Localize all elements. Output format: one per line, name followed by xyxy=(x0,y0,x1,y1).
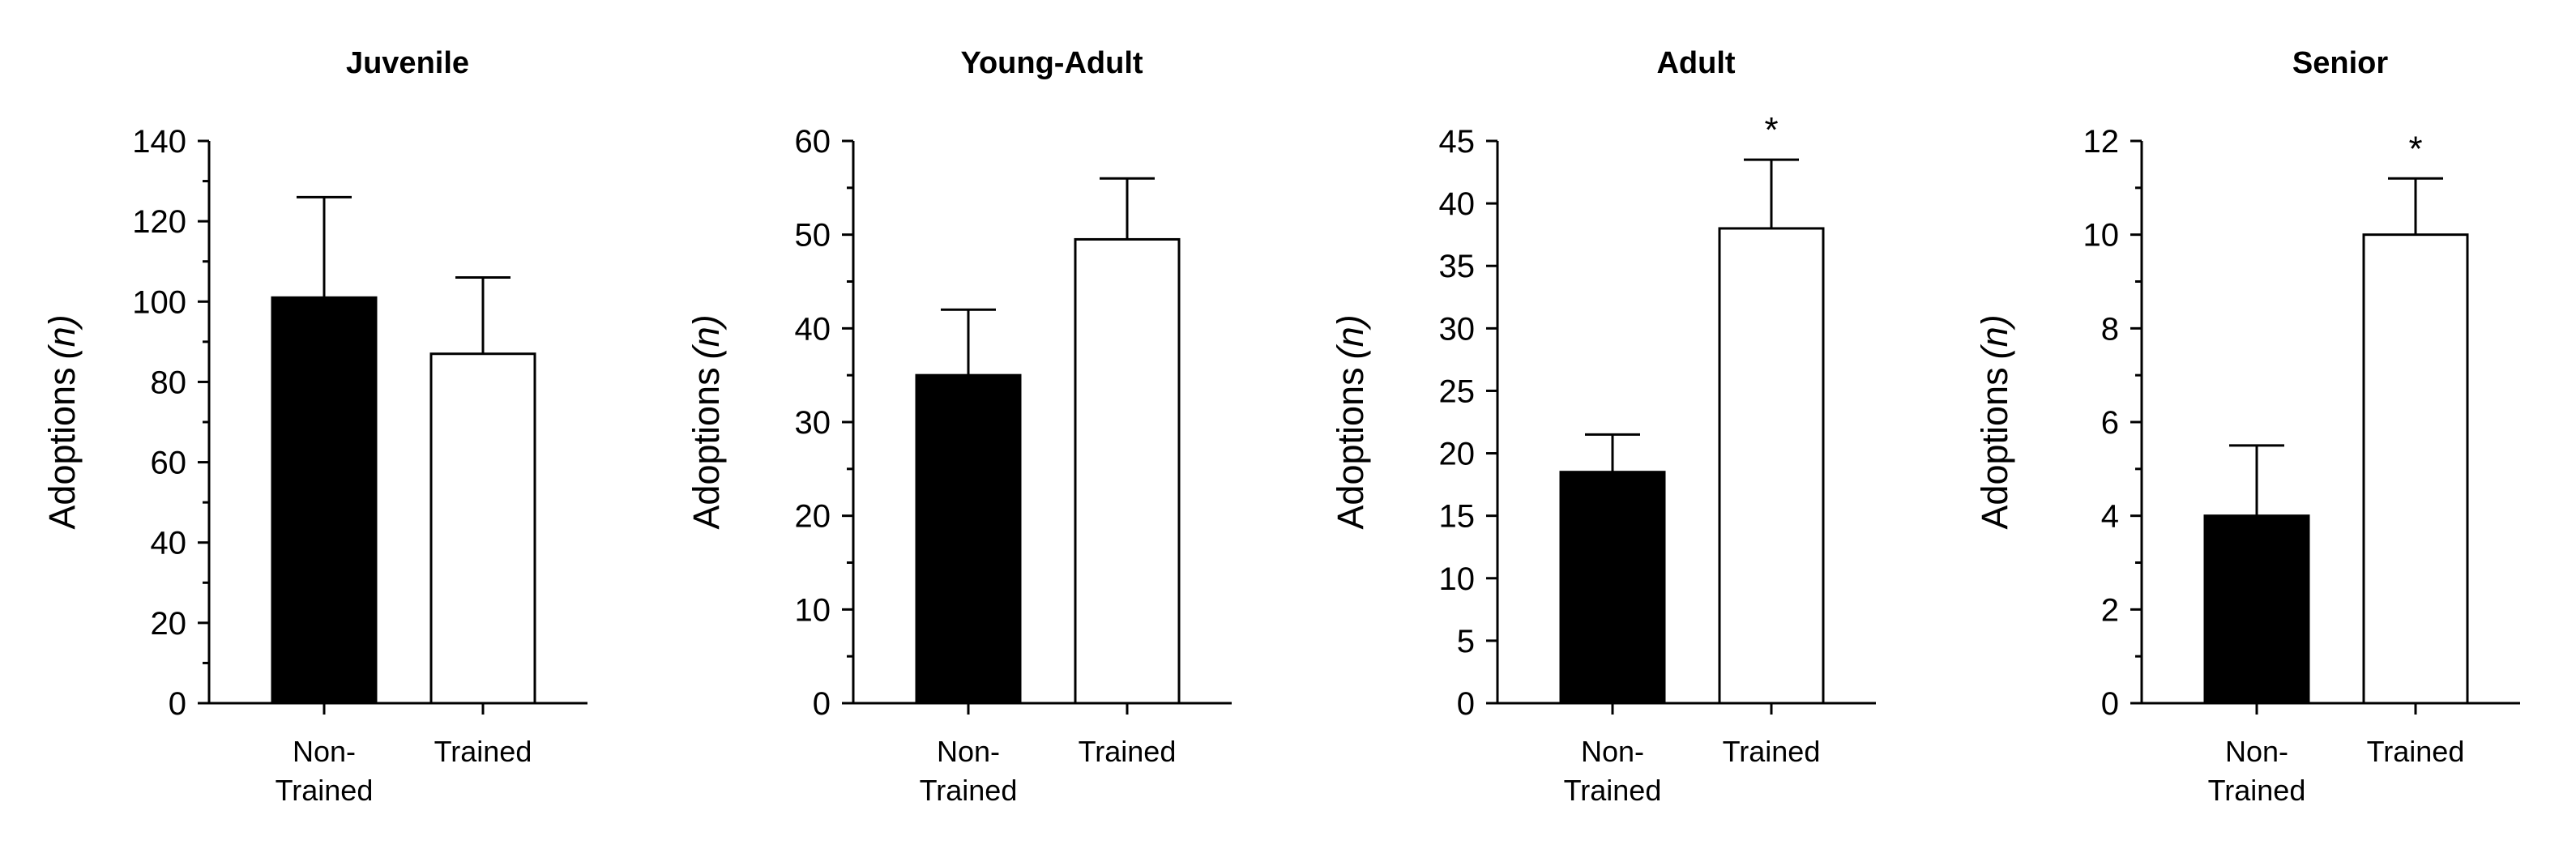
y-tick-label: 40 xyxy=(795,311,831,347)
bar-trained xyxy=(429,352,536,705)
y-tick-label: 20 xyxy=(795,499,831,535)
category-label: Non- xyxy=(1581,735,1644,768)
chart-young-adult: Young-Adult Adoptions (n) 0 10 20 30 40 50 60 Non-… xyxy=(686,46,1232,807)
bar-trained xyxy=(1718,227,1825,705)
bar-non-trained xyxy=(271,296,378,705)
significance-marker: * xyxy=(2408,129,2422,169)
y-tick-label: 0 xyxy=(2101,686,2119,722)
y-axis-label: Adoptions (n) xyxy=(1330,314,1371,529)
category-label: Trained xyxy=(2208,774,2306,807)
y-axis-label: Adoptions (n) xyxy=(41,314,83,529)
y-tick-label: 8 xyxy=(2101,311,2119,347)
y-tick-label: 6 xyxy=(2101,405,2119,441)
category-label: Trained xyxy=(276,774,374,807)
y-axis-label-unit: (n) xyxy=(41,314,83,359)
category-label: Trained xyxy=(1079,735,1177,768)
y-tick-label: 20 xyxy=(151,606,187,642)
category-label: Trained xyxy=(920,774,1018,807)
y-tick-label: 30 xyxy=(1439,311,1476,347)
y-tick-label: 30 xyxy=(795,405,831,441)
y-axis-label-text: Adoptions xyxy=(1330,367,1371,529)
y-tick-label: 15 xyxy=(1439,499,1476,535)
bar-trained xyxy=(1074,237,1181,705)
category-label: Non- xyxy=(2225,735,2288,768)
y-tick-label: 35 xyxy=(1439,249,1476,284)
category-label: Trained xyxy=(434,735,532,768)
y-tick-label: 60 xyxy=(151,446,187,481)
y-tick-label: 40 xyxy=(151,526,187,561)
chart-adult: Adult Adoptions (n) 0 5 10 15 20 25 30 35 40 45 Non- T… xyxy=(1330,46,1876,807)
bar-non-trained xyxy=(1559,471,1666,705)
y-tick-label: 80 xyxy=(151,365,187,400)
chart-senior: Senior Adoptions (n) 0 2 4 6 8 10 12 Non- Trained * T… xyxy=(1974,46,2520,807)
panel-juvenile: Juvenile Adoptions (n) 0 20 40 60 80 100 120 140 No… xyxy=(0,0,644,849)
chart-title: Young-Adult xyxy=(960,46,1143,80)
y-axis-label-text: Adoptions xyxy=(41,367,83,529)
y-tick-label: 40 xyxy=(1439,186,1476,222)
category-label: Non- xyxy=(293,735,356,768)
chart-title: Senior xyxy=(2292,46,2388,80)
y-tick-label: 25 xyxy=(1439,373,1476,409)
panel-adult: Adult Adoptions (n) 0 5 10 15 20 25 30 35 40 45 Non- T… xyxy=(1288,0,1933,849)
panel-young-adult: Young-Adult Adoptions (n) 0 10 20 30 40 50 60 Non-… xyxy=(644,0,1288,849)
category-label: Trained xyxy=(1723,735,1821,768)
chart-juvenile: Juvenile Adoptions (n) 0 20 40 60 80 100 120 140 No… xyxy=(41,46,587,807)
y-tick-label: 0 xyxy=(169,686,186,722)
y-axis-label-unit: (n) xyxy=(686,314,727,359)
y-axis-label: Adoptions (n) xyxy=(1974,314,2015,529)
significance-marker: * xyxy=(1764,110,1778,150)
y-tick-label: 10 xyxy=(795,592,831,628)
y-tick-label: 10 xyxy=(2083,218,2120,254)
y-axis-label-unit: (n) xyxy=(1330,314,1371,359)
y-tick-label: 100 xyxy=(132,284,186,320)
y-tick-label: 0 xyxy=(813,686,831,722)
panel-senior: Senior Adoptions (n) 0 2 4 6 8 10 12 Non- Trained * T… xyxy=(1933,0,2576,849)
y-axis-label-unit: (n) xyxy=(1974,314,2015,359)
y-tick-label: 5 xyxy=(1457,624,1475,659)
y-tick-label: 50 xyxy=(795,218,831,254)
y-axis-label: Adoptions (n) xyxy=(686,314,727,529)
y-tick-label: 0 xyxy=(1457,686,1475,722)
y-tick-label: 12 xyxy=(2083,124,2120,160)
category-label: Non- xyxy=(937,735,1000,768)
bar-non-trained xyxy=(2203,514,2310,705)
y-tick-label: 45 xyxy=(1439,124,1476,160)
chart-title: Adult xyxy=(1656,46,1735,80)
y-tick-label: 2 xyxy=(2101,592,2119,628)
y-tick-label: 140 xyxy=(132,124,186,160)
y-tick-label: 60 xyxy=(795,124,831,160)
y-axis-label-text: Adoptions xyxy=(1974,367,2015,529)
y-tick-label: 4 xyxy=(2101,499,2119,535)
bar-trained xyxy=(2362,233,2469,705)
y-axis-label-text: Adoptions xyxy=(686,367,727,529)
bar-non-trained xyxy=(915,373,1022,705)
category-label: Trained xyxy=(1564,774,1662,807)
category-label: Trained xyxy=(2367,735,2465,768)
y-tick-label: 20 xyxy=(1439,437,1476,472)
chart-title: Juvenile xyxy=(346,46,469,80)
y-tick-label: 120 xyxy=(132,204,186,240)
y-tick-label: 10 xyxy=(1439,561,1476,597)
